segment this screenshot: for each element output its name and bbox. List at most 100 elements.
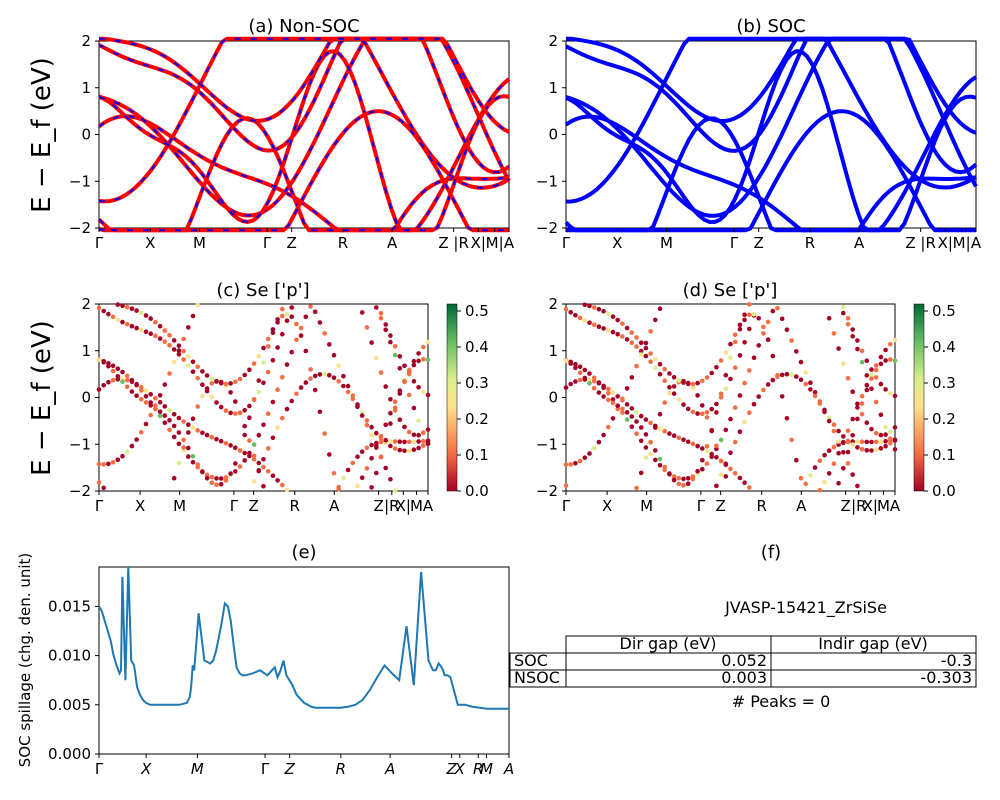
projection-point — [200, 393, 205, 399]
projection-point — [789, 437, 794, 443]
projection-point — [634, 363, 639, 369]
projection-point — [657, 456, 663, 462]
projection-point — [186, 363, 191, 368]
colorbar-tick-label: 0.0 — [465, 482, 489, 500]
kpath-tick-label: Γ — [562, 497, 571, 515]
projection-point — [563, 385, 569, 390]
projection-point — [157, 323, 163, 329]
kpath-tick-label: Γ — [697, 497, 706, 515]
projection-point — [124, 373, 130, 379]
projection-point — [110, 314, 116, 320]
projection-point — [606, 327, 611, 333]
panel-e-axes — [98, 566, 510, 755]
projection-point — [563, 358, 569, 364]
projection-point — [606, 397, 611, 403]
projection-point — [704, 415, 710, 420]
kpath-tick-label: A — [854, 234, 865, 252]
projection-point — [728, 466, 733, 472]
projection-point — [845, 316, 851, 321]
projection-point — [374, 305, 379, 310]
projection-point — [888, 341, 893, 347]
projection-point — [336, 486, 342, 492]
projection-point — [392, 488, 398, 493]
projection-point — [714, 410, 719, 415]
projection-point — [171, 359, 177, 365]
projection-point — [139, 396, 144, 402]
projection-point — [873, 447, 879, 453]
band-ytick-label: 0 — [81, 389, 91, 407]
projection-point — [261, 457, 266, 462]
projection-point — [181, 357, 186, 362]
band-ytick-label: −2 — [69, 482, 91, 500]
projection-point — [200, 382, 205, 388]
projection-point — [573, 361, 578, 367]
projection-point — [629, 375, 635, 380]
projection-point — [421, 438, 426, 444]
projection-point — [747, 326, 752, 332]
projection-point — [732, 332, 738, 338]
projection-point — [587, 320, 592, 326]
projection-point — [355, 404, 360, 410]
projection-point — [406, 392, 412, 398]
projection-point — [294, 391, 299, 397]
projection-point — [873, 367, 879, 373]
projection-point — [869, 386, 874, 392]
projection-point — [718, 458, 724, 464]
projection-point — [732, 439, 738, 445]
projection-point — [186, 454, 191, 459]
kpath-tick-label: X| — [396, 497, 411, 515]
projection-point — [662, 464, 667, 470]
projection-point — [139, 310, 144, 316]
projection-point — [878, 354, 884, 360]
projection-point — [139, 327, 144, 333]
projection-point — [369, 485, 374, 490]
projection-point — [634, 410, 639, 415]
projection-point — [765, 382, 771, 387]
projection-point — [808, 380, 813, 386]
projection-point — [251, 361, 257, 366]
projection-point — [369, 432, 374, 438]
projection-point — [204, 373, 210, 378]
projection-point — [855, 405, 860, 410]
projection-point — [167, 333, 172, 338]
projection-point — [808, 473, 813, 478]
projection-point — [247, 438, 252, 443]
band-ytick-label: −2 — [69, 219, 91, 237]
projection-point — [416, 432, 421, 438]
projection-point — [317, 372, 323, 377]
projection-point — [327, 373, 332, 378]
projection-point — [817, 487, 823, 493]
projection-point — [345, 383, 351, 389]
nonsoc-band-line — [98, 36, 511, 175]
projection-point — [596, 439, 602, 445]
projection-point — [648, 439, 653, 445]
projection-point — [265, 468, 271, 474]
band-ytick-label: −1 — [69, 172, 91, 190]
kpath-tick-label: A — [890, 497, 901, 515]
projection-point — [298, 333, 304, 338]
projection-point — [322, 331, 327, 336]
projection-point — [888, 429, 893, 435]
band-ytick-label: 0 — [548, 389, 558, 407]
projection-point — [143, 421, 149, 427]
projection-point — [568, 381, 573, 387]
projection-point — [648, 451, 653, 457]
projection-point — [261, 483, 266, 489]
soc-band-line — [565, 36, 978, 218]
projection-point — [610, 329, 616, 335]
projection-point — [139, 388, 144, 393]
kpath-tick-label: A — [504, 234, 515, 252]
colorbar-tick-label: 0.2 — [932, 410, 956, 428]
projection-point — [167, 427, 172, 433]
projection-point — [280, 331, 285, 337]
projection-point — [629, 340, 635, 346]
projection-point — [615, 331, 620, 337]
kpath-tick-label: Z — [715, 497, 725, 515]
projection-point — [714, 483, 719, 489]
projection-point — [106, 461, 111, 467]
projection-point — [737, 475, 743, 481]
projection-point — [411, 439, 417, 445]
projection-point — [704, 461, 710, 466]
projection-point — [831, 444, 837, 450]
projection-point — [864, 420, 870, 426]
